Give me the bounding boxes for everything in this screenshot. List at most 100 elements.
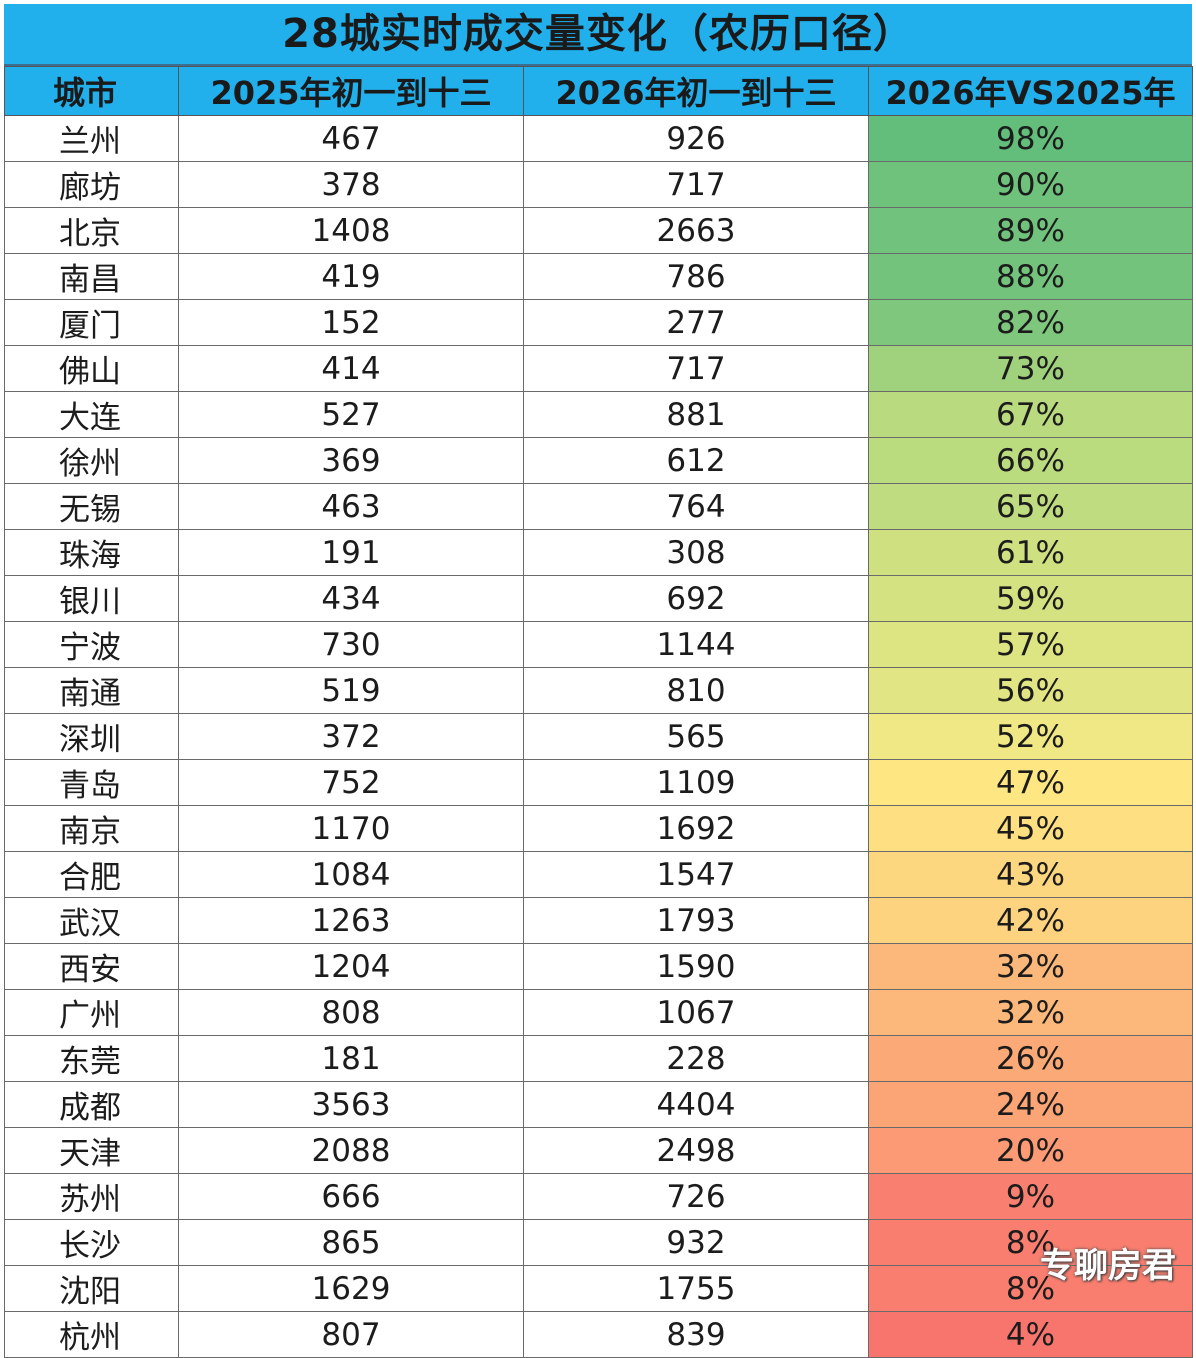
value-2026-cell: 4404 bbox=[523, 1081, 869, 1128]
table-row: 合肥 1084 1547 43% bbox=[4, 851, 1193, 898]
value-2025-cell: 527 bbox=[178, 391, 524, 438]
change-cell: 8% bbox=[868, 1265, 1193, 1312]
value-2025-cell: 3563 bbox=[178, 1081, 524, 1128]
change-cell: 8% bbox=[868, 1219, 1193, 1266]
change-cell: 43% bbox=[868, 851, 1193, 898]
table-row: 南昌 419 786 88% bbox=[4, 253, 1193, 300]
table-row: 东莞 181 228 26% bbox=[4, 1035, 1193, 1082]
table-row: 南通 519 810 56% bbox=[4, 667, 1193, 714]
city-cell: 青岛 bbox=[4, 759, 179, 806]
table-row: 青岛 752 1109 47% bbox=[4, 759, 1193, 806]
change-cell: 73% bbox=[868, 345, 1193, 392]
value-2026-cell: 1692 bbox=[523, 805, 869, 852]
value-2026-cell: 2663 bbox=[523, 207, 869, 254]
city-cell: 无锡 bbox=[4, 483, 179, 530]
table-row: 深圳 372 565 52% bbox=[4, 713, 1193, 760]
city-cell: 长沙 bbox=[4, 1219, 179, 1266]
table-row: 厦门 152 277 82% bbox=[4, 299, 1193, 346]
table-row: 苏州 666 726 9% bbox=[4, 1173, 1193, 1220]
change-cell: 20% bbox=[868, 1127, 1193, 1174]
table-row: 成都 3563 4404 24% bbox=[4, 1081, 1193, 1128]
value-2025-cell: 1170 bbox=[178, 805, 524, 852]
value-2026-cell: 717 bbox=[523, 161, 869, 208]
value-2026-cell: 1793 bbox=[523, 897, 869, 944]
city-cell: 苏州 bbox=[4, 1173, 179, 1220]
value-2025-cell: 419 bbox=[178, 253, 524, 300]
city-cell: 宁波 bbox=[4, 621, 179, 668]
table-row: 兰州 467 926 98% bbox=[4, 115, 1193, 162]
table-row: 大连 527 881 67% bbox=[4, 391, 1193, 438]
value-2026-cell: 881 bbox=[523, 391, 869, 438]
city-cell: 徐州 bbox=[4, 437, 179, 484]
value-2025-cell: 378 bbox=[178, 161, 524, 208]
table-row: 佛山 414 717 73% bbox=[4, 345, 1193, 392]
city-cell: 合肥 bbox=[4, 851, 179, 898]
table-row: 武汉 1263 1793 42% bbox=[4, 897, 1193, 944]
header-2026: 2026年初一到十三 bbox=[523, 66, 869, 116]
value-2026-cell: 764 bbox=[523, 483, 869, 530]
city-cell: 大连 bbox=[4, 391, 179, 438]
city-cell: 东莞 bbox=[4, 1035, 179, 1082]
value-2025-cell: 1204 bbox=[178, 943, 524, 990]
report-container: 28城实时成交量变化（农历口径） 城市 2025年初一到十三 2026年初一到十… bbox=[4, 4, 1193, 1358]
value-2026-cell: 1067 bbox=[523, 989, 869, 1036]
city-cell: 佛山 bbox=[4, 345, 179, 392]
value-2026-cell: 277 bbox=[523, 299, 869, 346]
change-cell: 32% bbox=[868, 943, 1193, 990]
change-cell: 56% bbox=[868, 667, 1193, 714]
value-2025-cell: 519 bbox=[178, 667, 524, 714]
change-cell: 57% bbox=[868, 621, 1193, 668]
value-2025-cell: 434 bbox=[178, 575, 524, 622]
change-cell: 65% bbox=[868, 483, 1193, 530]
data-table: 城市 2025年初一到十三 2026年初一到十三 2026年VS2025年 兰州… bbox=[4, 66, 1193, 1358]
table-row: 天津 2088 2498 20% bbox=[4, 1127, 1193, 1174]
change-cell: 45% bbox=[868, 805, 1193, 852]
value-2025-cell: 191 bbox=[178, 529, 524, 576]
table-row: 无锡 463 764 65% bbox=[4, 483, 1193, 530]
value-2025-cell: 1084 bbox=[178, 851, 524, 898]
city-cell: 武汉 bbox=[4, 897, 179, 944]
value-2026-cell: 932 bbox=[523, 1219, 869, 1266]
table-row: 廊坊 378 717 90% bbox=[4, 161, 1193, 208]
value-2025-cell: 181 bbox=[178, 1035, 524, 1082]
table-row: 南京 1170 1692 45% bbox=[4, 805, 1193, 852]
table-row: 北京 1408 2663 89% bbox=[4, 207, 1193, 254]
change-cell: 61% bbox=[868, 529, 1193, 576]
city-cell: 南通 bbox=[4, 667, 179, 714]
header-city: 城市 bbox=[4, 66, 179, 116]
value-2025-cell: 808 bbox=[178, 989, 524, 1036]
value-2026-cell: 692 bbox=[523, 575, 869, 622]
city-cell: 深圳 bbox=[4, 713, 179, 760]
city-cell: 天津 bbox=[4, 1127, 179, 1174]
change-cell: 4% bbox=[868, 1311, 1193, 1358]
value-2025-cell: 369 bbox=[178, 437, 524, 484]
value-2025-cell: 1263 bbox=[178, 897, 524, 944]
change-cell: 67% bbox=[868, 391, 1193, 438]
header-row: 城市 2025年初一到十三 2026年初一到十三 2026年VS2025年 bbox=[4, 66, 1193, 116]
value-2026-cell: 786 bbox=[523, 253, 869, 300]
city-cell: 南昌 bbox=[4, 253, 179, 300]
table-row: 沈阳 1629 1755 8% bbox=[4, 1265, 1193, 1312]
value-2026-cell: 1144 bbox=[523, 621, 869, 668]
change-cell: 9% bbox=[868, 1173, 1193, 1220]
city-cell: 南京 bbox=[4, 805, 179, 852]
value-2025-cell: 372 bbox=[178, 713, 524, 760]
value-2025-cell: 463 bbox=[178, 483, 524, 530]
city-cell: 沈阳 bbox=[4, 1265, 179, 1312]
table-title: 28城实时成交量变化（农历口径） bbox=[4, 4, 1192, 66]
city-cell: 北京 bbox=[4, 207, 179, 254]
watermark-text: 专聊房君 bbox=[1040, 1246, 1176, 1286]
value-2026-cell: 717 bbox=[523, 345, 869, 392]
value-2026-cell: 926 bbox=[523, 115, 869, 162]
value-2026-cell: 1109 bbox=[523, 759, 869, 806]
value-2026-cell: 810 bbox=[523, 667, 869, 714]
city-cell: 廊坊 bbox=[4, 161, 179, 208]
header-change: 2026年VS2025年 bbox=[868, 66, 1193, 116]
table-row: 杭州 807 839 4% bbox=[4, 1311, 1193, 1358]
value-2026-cell: 726 bbox=[523, 1173, 869, 1220]
table-row: 珠海 191 308 61% bbox=[4, 529, 1193, 576]
value-2026-cell: 612 bbox=[523, 437, 869, 484]
city-cell: 银川 bbox=[4, 575, 179, 622]
table-row: 西安 1204 1590 32% bbox=[4, 943, 1193, 990]
value-2025-cell: 730 bbox=[178, 621, 524, 668]
